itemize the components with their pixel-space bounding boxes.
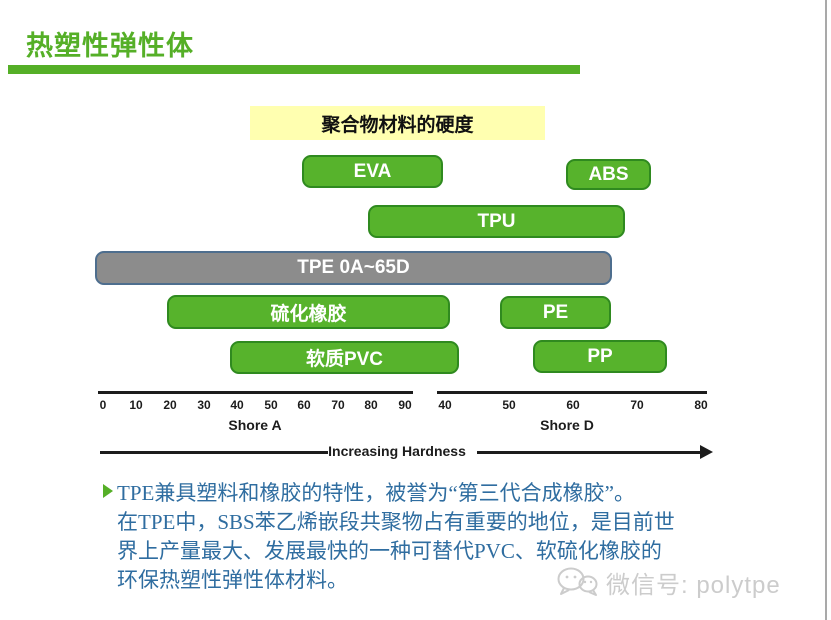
bar-pp: PP	[533, 340, 667, 373]
tick-d-40: 40	[438, 398, 452, 412]
tick-d-60: 60	[566, 398, 580, 412]
paragraph-line-3: 界上产量最大、发展最快的一种可替代PVC、软硫化橡胶的	[117, 539, 662, 563]
hardness-arrow-left-segment	[100, 451, 328, 454]
tick-a-30: 30	[197, 398, 211, 412]
paragraph-line-1: TPE兼具塑料和橡胶的特性，被誉为“第三代合成橡胶”。	[117, 481, 635, 505]
tick-d-80: 80	[694, 398, 708, 412]
bar-tpe: TPE 0A~65D	[95, 251, 612, 285]
tick-a-10: 10	[129, 398, 143, 412]
bar-pe: PE	[500, 296, 611, 329]
watermark: 微信号: polytpe	[556, 561, 781, 603]
shore-d-axis-line	[437, 391, 707, 394]
bar-vulcanized-rubber: 硫化橡胶	[167, 295, 450, 329]
bar-soft-pvc: 软质PVC	[230, 341, 459, 374]
paragraph-line-2: 在TPE中，SBS苯乙烯嵌段共聚物占有重要的地位，是目前世	[117, 510, 675, 534]
chart-heading: 聚合物材料的硬度	[250, 106, 545, 140]
slide-right-border	[825, 0, 827, 620]
page-title: 热塑性弹性体	[26, 31, 194, 61]
hardness-arrow-right-segment	[477, 451, 701, 454]
shore-a-label: Shore A	[228, 417, 282, 433]
tick-a-20: 20	[163, 398, 177, 412]
watermark-text: 微信号: polytpe	[606, 571, 781, 599]
wechat-icon	[556, 565, 600, 599]
tick-a-60: 60	[297, 398, 311, 412]
tick-d-50: 50	[502, 398, 516, 412]
shore-d-label: Shore D	[540, 417, 594, 433]
tick-a-70: 70	[331, 398, 345, 412]
arrow-head-icon	[700, 445, 713, 459]
shore-a-axis-line	[98, 391, 413, 394]
tick-a-0: 0	[99, 398, 107, 412]
tick-a-50: 50	[264, 398, 278, 412]
title-underline	[8, 65, 580, 74]
paragraph-line-4: 环保热塑性弹性体材料。	[117, 568, 348, 592]
tick-a-80: 80	[364, 398, 378, 412]
bar-abs: ABS	[566, 159, 651, 190]
tick-d-70: 70	[630, 398, 644, 412]
bullet-triangle-icon	[103, 484, 113, 498]
tick-a-90: 90	[398, 398, 412, 412]
tick-a-40: 40	[230, 398, 244, 412]
bar-tpu: TPU	[368, 205, 625, 238]
bar-eva: EVA	[302, 155, 443, 188]
hardness-arrow-label: Increasing Hardness	[328, 443, 466, 459]
